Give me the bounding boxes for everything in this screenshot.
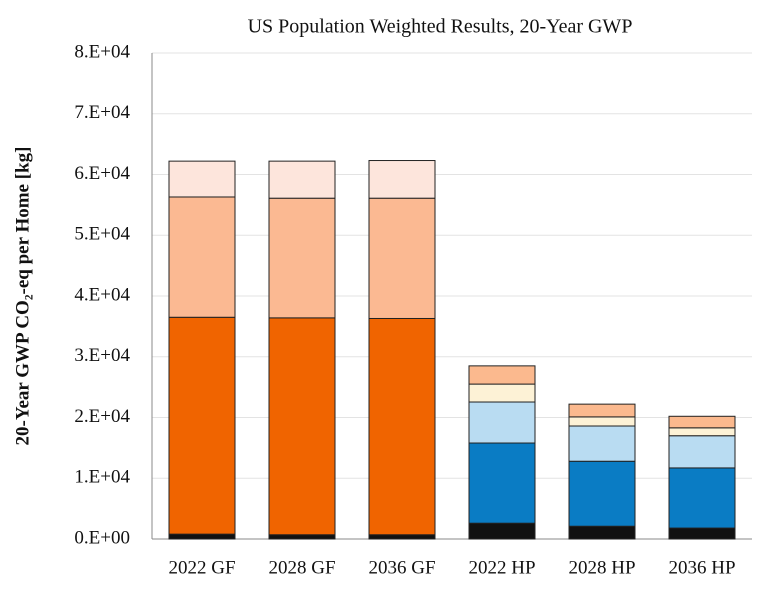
y-tick-label: 8.E+04 [74,41,130,62]
bar-segment [268,160,336,199]
x-tick-label: 2036 HP [668,557,735,578]
bar-segment [168,316,236,535]
bar-segment [468,442,536,524]
bar-segment [368,160,436,199]
bar-segment [668,527,736,540]
y-tick-label: 6.E+04 [74,163,130,184]
bar-segment [468,383,536,403]
bar-segment [468,365,536,385]
bar-segment [568,403,636,418]
bar-segment [468,522,536,540]
y-tick-label: 1.E+04 [74,467,130,488]
bar-segment [568,525,636,540]
y-tick-label: 4.E+04 [74,284,130,305]
bar-segment [568,416,636,427]
x-tick-label: 2022 GF [168,557,235,578]
bar-segment [368,197,436,319]
bar-segment [268,317,336,536]
bar-segment [668,415,736,429]
x-tick-label: 2022 HP [468,557,535,578]
bar-segment [268,197,336,319]
bar-segment [168,160,236,198]
bar-segment [168,533,236,540]
y-tick-label: 5.E+04 [74,224,130,245]
x-tick-label: 2028 GF [268,557,335,578]
bar-segment [568,460,636,527]
bar-segment [668,467,736,529]
bar-segment [368,317,436,536]
chart-title: US Population Weighted Results, 20-Year … [248,16,633,38]
x-tick-label: 2028 HP [568,557,635,578]
x-tick-label: 2036 GF [368,557,435,578]
bar-segment [668,427,736,437]
bar-segment [268,534,336,540]
y-axis-label: 20-Year GWP CO₂-eq per Home [kg] [12,147,33,446]
y-tick-label: 3.E+04 [74,345,130,366]
bar-segment [168,196,236,318]
y-tick-label: 7.E+04 [74,102,130,123]
y-tick-label: 0.E+00 [74,527,130,548]
bar-segment [368,534,436,540]
bar-segment [468,401,536,444]
bar-segment [668,435,736,469]
y-tick-label: 2.E+04 [74,406,130,427]
bar-segment [568,425,636,462]
